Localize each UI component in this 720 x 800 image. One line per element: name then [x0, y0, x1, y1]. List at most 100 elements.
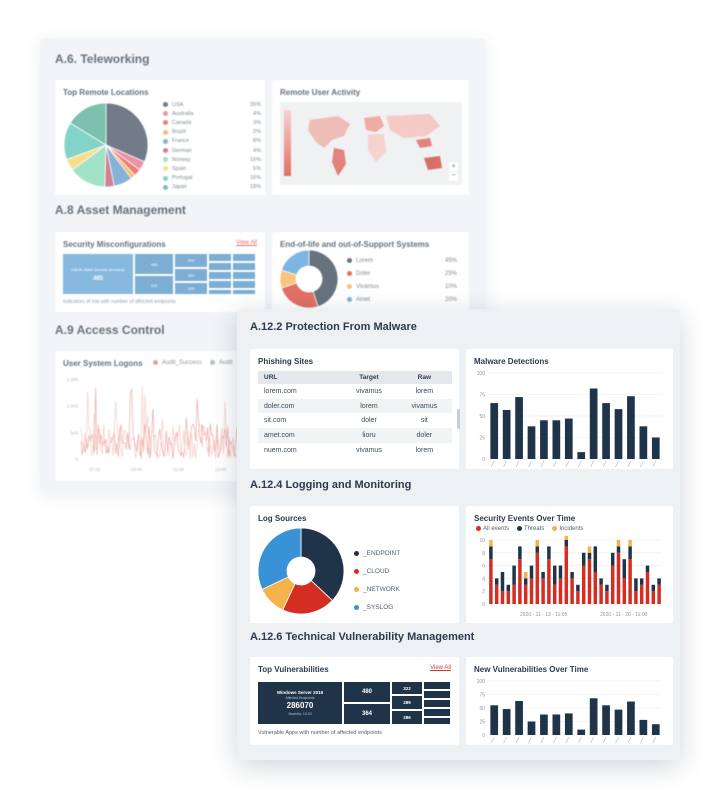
bar-all-events[interactable]	[639, 584, 644, 604]
treemap-tile[interactable]: 289	[392, 696, 422, 709]
bar[interactable]	[651, 437, 660, 460]
bar[interactable]	[490, 403, 499, 459]
bar-threats[interactable]	[529, 565, 534, 579]
pie-slice-endpoint[interactable]	[300, 527, 345, 602]
bar-all-events[interactable]	[651, 591, 656, 604]
treemap-tile[interactable]: 286	[392, 711, 422, 724]
bar-incidents[interactable]	[628, 540, 632, 547]
bar-all-events[interactable]	[541, 578, 545, 604]
bar[interactable]	[614, 409, 623, 459]
bar-threats[interactable]	[570, 572, 574, 579]
view-all-link[interactable]: View All	[430, 665, 451, 671]
bar-all-events[interactable]	[599, 584, 603, 604]
column-header-target[interactable]: Target	[341, 371, 397, 384]
bar-threats[interactable]	[639, 578, 644, 585]
zoom-out-button[interactable]: −	[449, 172, 458, 181]
bar-threats[interactable]	[616, 546, 621, 553]
bar[interactable]	[540, 420, 548, 459]
treemap-tile[interactable]: 480	[135, 254, 173, 274]
bar[interactable]	[577, 452, 586, 459]
bar-threats[interactable]	[645, 565, 650, 572]
bar[interactable]	[552, 714, 561, 735]
bar[interactable]	[515, 397, 523, 459]
bar[interactable]	[651, 724, 660, 735]
bar-threats[interactable]	[634, 578, 638, 592]
bar[interactable]	[639, 426, 648, 459]
bar-threats[interactable]	[547, 546, 551, 560]
pie-slice-usa[interactable]	[105, 102, 149, 163]
bar-all-events[interactable]	[570, 578, 574, 604]
bar[interactable]	[602, 705, 610, 735]
bar[interactable]	[639, 719, 648, 735]
bar[interactable]	[515, 700, 523, 735]
treemap-tile[interactable]: 364	[344, 704, 390, 724]
treemap-tile[interactable]: 284	[175, 269, 207, 281]
bar-all-events[interactable]	[552, 584, 557, 604]
bar[interactable]	[627, 396, 635, 459]
bar-threats[interactable]	[599, 578, 603, 585]
bar-all-events[interactable]	[529, 578, 534, 604]
bar[interactable]	[627, 701, 635, 735]
bar-all-events[interactable]	[547, 559, 551, 604]
bar-all-events[interactable]	[581, 565, 586, 604]
bar-all-events[interactable]	[634, 591, 638, 604]
treemap-tile[interactable]: 480	[344, 682, 390, 702]
bar-all-events[interactable]	[523, 584, 528, 604]
treemap-tile[interactable]: 299	[175, 254, 207, 267]
bar[interactable]	[490, 705, 499, 735]
bar-threats[interactable]	[587, 552, 592, 560]
bar-threats[interactable]	[622, 559, 627, 579]
bar-threats[interactable]	[593, 546, 598, 572]
table-row[interactable]: doler.com lorem vivamus	[258, 398, 452, 414]
table-row[interactable]: lorem.com vivamus lorem	[258, 384, 452, 399]
bar-threats[interactable]	[558, 565, 563, 579]
bar[interactable]	[564, 713, 573, 735]
treemap-tile[interactable]: 265	[175, 283, 207, 294]
table-row[interactable]: sit.com doler sit	[258, 413, 452, 428]
table-scrollbar[interactable]	[457, 409, 460, 429]
bar[interactable]	[502, 709, 511, 735]
bar-threats[interactable]	[500, 572, 505, 592]
bar-all-events[interactable]	[657, 584, 661, 604]
bar-all-events[interactable]	[506, 591, 511, 604]
bar-all-events[interactable]	[564, 546, 569, 604]
bar[interactable]	[602, 403, 610, 459]
bar[interactable]	[614, 709, 623, 735]
bar-threats[interactable]	[512, 565, 516, 585]
pie-slice-japan[interactable]	[69, 102, 107, 146]
bar-threats[interactable]	[535, 546, 540, 553]
bar-incidents[interactable]	[564, 536, 569, 540]
bar-threats[interactable]	[581, 552, 586, 566]
bar[interactable]	[540, 714, 548, 735]
bar-all-events[interactable]	[593, 572, 598, 604]
bar-all-events[interactable]	[605, 591, 609, 604]
bar-all-events[interactable]	[489, 559, 493, 604]
bar[interactable]	[502, 409, 511, 459]
pie-slice-syslog[interactable]	[257, 527, 302, 590]
bar-incidents[interactable]	[489, 540, 493, 547]
bar-all-events[interactable]	[535, 552, 540, 604]
bar-all-events[interactable]	[494, 584, 499, 604]
bar-all-events[interactable]	[500, 591, 505, 604]
bar[interactable]	[564, 418, 573, 459]
bar-threats[interactable]	[523, 578, 528, 585]
bar-threats[interactable]	[489, 546, 493, 560]
bar-incidents[interactable]	[616, 540, 621, 547]
bar-incidents[interactable]	[587, 546, 592, 553]
bar-all-events[interactable]	[628, 559, 632, 604]
bar[interactable]	[589, 698, 598, 735]
view-all-link[interactable]: View All	[236, 240, 257, 246]
pie-slice-lorem[interactable]	[308, 249, 339, 308]
bar-all-events[interactable]	[558, 578, 563, 604]
bar-all-events[interactable]	[512, 584, 516, 604]
bar-threats[interactable]	[494, 578, 499, 585]
bar-incidents[interactable]	[535, 540, 540, 547]
bar[interactable]	[589, 388, 598, 459]
bar-threats[interactable]	[651, 584, 656, 592]
bar-all-events[interactable]	[622, 578, 627, 604]
bar-incidents[interactable]	[523, 572, 528, 579]
treemap-tile[interactable]: 322	[392, 682, 422, 694]
column-header-raw[interactable]: Raw	[396, 371, 452, 384]
bar-threats[interactable]	[506, 584, 511, 592]
pie-slice-amet[interactable]	[280, 249, 310, 276]
